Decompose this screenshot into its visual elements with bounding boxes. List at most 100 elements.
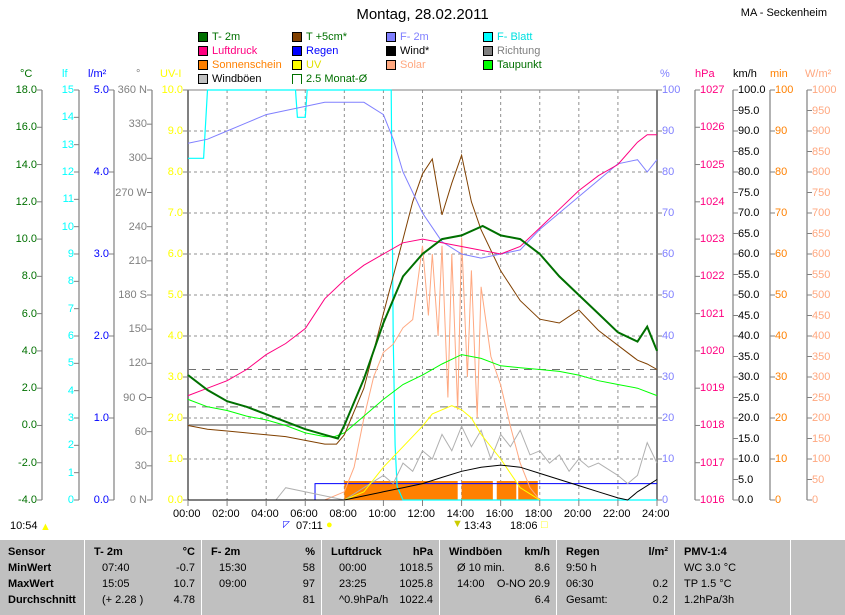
axis-tick-label: 180 S xyxy=(118,289,147,301)
axis-tick-label: 10.0 xyxy=(738,453,760,465)
axis-tick-label: 15.0 xyxy=(738,432,760,445)
axis-tick-label: 13 xyxy=(61,138,74,151)
axis-tick-label: 50 xyxy=(775,289,788,301)
axis-tick-label: 10.0 xyxy=(161,84,183,96)
axis-tick-label: 8 xyxy=(67,275,74,288)
axis-tick-label: 5.0 xyxy=(167,289,183,301)
axis-tick-label: 80 xyxy=(775,166,788,178)
axis-tick-label: 100.0 xyxy=(738,84,766,96)
axis-tick-label: 14.0 xyxy=(15,158,37,171)
series-taupunkt xyxy=(187,354,658,438)
series-f-blatt xyxy=(188,89,657,501)
legend-item: F- 2m xyxy=(386,31,429,43)
axis-tick-label: 75.0 xyxy=(738,186,760,199)
table-cell: 8.6 xyxy=(534,562,550,574)
noon-icon: ▼ xyxy=(452,518,463,530)
axis-tick-label: 1022 xyxy=(700,270,725,283)
legend-label: Regen xyxy=(306,45,339,57)
series-luftdruck xyxy=(187,134,657,397)
chart-plot xyxy=(37,89,812,506)
noon-time: 13:43 xyxy=(464,520,492,532)
axis-tick-label: 40 xyxy=(662,330,675,342)
axis-tick-label: 0.0 xyxy=(738,494,754,506)
axis-tick-label: 7 xyxy=(67,302,74,315)
legend-label: UV xyxy=(306,59,322,71)
x-tick-label: 22:00 xyxy=(602,508,631,520)
axis-tick-label: 9.0 xyxy=(167,125,183,137)
axis-tick-label: 550 xyxy=(812,268,831,281)
axis-tick-label: 10 xyxy=(775,453,788,465)
sun-icon: ▲ xyxy=(40,521,51,533)
current-time: 10:54 xyxy=(10,520,38,532)
axis-tick-label: 120 xyxy=(128,357,147,370)
table-cell: Luftdruck xyxy=(331,546,382,558)
legend-item: T +5cm* xyxy=(292,31,347,43)
axis-tick-label: 100 xyxy=(812,453,831,465)
axis-tick-label: 100 xyxy=(775,84,794,96)
axis-tick-label: 1017 xyxy=(700,456,725,469)
stats-table: Sensor MinWert MaxWert Durchschnitt T- 2m °C 0… xyxy=(0,540,845,615)
axis-tick-label: 0 xyxy=(775,494,782,506)
legend-swatch xyxy=(292,60,302,70)
table-cell: ^0.9hPa/h xyxy=(339,594,389,606)
axis-unit: lf xyxy=(62,68,68,80)
sunshine-bar xyxy=(461,481,493,500)
axis-tick-label: 18.0 xyxy=(15,84,37,96)
sunshine-bar xyxy=(344,481,458,500)
column-divider xyxy=(556,540,557,615)
legend-label: 2.5 Monat-Ø xyxy=(306,73,368,85)
axis-tick-label: 10 xyxy=(61,220,74,233)
table-cell: 15:30 xyxy=(219,562,247,574)
legend-swatch xyxy=(292,32,302,42)
sun-icon: ● xyxy=(326,519,333,531)
x-tick-label: 14:00 xyxy=(446,508,475,520)
table-cell: 58 xyxy=(302,562,315,574)
axis-tick-label: 0 xyxy=(662,494,669,506)
axis-tick-label: 80 xyxy=(662,166,675,178)
axis-tick-label: 25.0 xyxy=(738,391,760,404)
legend-swatch xyxy=(483,60,493,70)
table-cell: 14:00 xyxy=(457,578,485,590)
axis-tick-label: 50.0 xyxy=(738,289,760,301)
sunrise-icon: ◸ xyxy=(283,519,290,529)
axis-tick-label: -2.0 xyxy=(18,456,37,469)
table-cell: l/m² xyxy=(648,546,668,558)
axis-tick-label: 700 xyxy=(812,207,831,219)
axis-tick-label: 55.0 xyxy=(738,268,760,281)
legend-item: F- Blatt xyxy=(483,31,532,43)
legend-item: Sonnenschein xyxy=(198,59,282,71)
axis-tick-label: 12.0 xyxy=(15,195,37,208)
table-cell: 0.2 xyxy=(652,594,668,606)
series-uv xyxy=(344,405,541,501)
legend-swatch xyxy=(483,32,493,42)
table-cell: MinWert xyxy=(8,562,52,574)
x-tick-label: 24:00 xyxy=(642,508,670,520)
legend-item: UV xyxy=(292,59,321,71)
axis-tick-label: 3 xyxy=(67,412,74,424)
axis-tick-label: 70.0 xyxy=(738,207,760,219)
legend-label: T +5cm* xyxy=(306,31,348,43)
axis-tick-label: 3.0 xyxy=(93,248,109,260)
axis-tick-label: 200 xyxy=(812,412,831,424)
axis-tick-label: 330 xyxy=(128,118,147,131)
axis-tick-label: 1020 xyxy=(700,344,725,357)
axis-tick-label: 400 xyxy=(812,330,831,342)
legend-item: 2.5 Monat-Ø xyxy=(292,73,367,85)
axis-tick-label: 10.0 xyxy=(15,233,37,246)
x-tick-label: 00:00 xyxy=(173,508,201,520)
legend-swatch xyxy=(386,46,396,56)
axis-tick-label: 300 xyxy=(812,371,831,383)
station-name: MA - Seckenheim xyxy=(740,7,827,19)
axis-tick-label: 0.0 xyxy=(167,494,183,506)
table-cell: % xyxy=(305,546,315,558)
axis-tick-label: 0 xyxy=(67,494,74,506)
axis-tick-label: 240 xyxy=(128,220,147,233)
axis-tick-label: 0.0 xyxy=(93,494,109,506)
legend-item: T- 2m xyxy=(198,31,240,43)
axis-tick-label: 15 xyxy=(61,84,74,96)
axis-tick-label: 950 xyxy=(812,104,831,117)
x-tick-label: 20:00 xyxy=(563,508,592,520)
legend-item: Richtung xyxy=(483,45,540,57)
table-cell: 06:30 xyxy=(566,578,594,590)
axis-tick-label: 2.0 xyxy=(21,382,37,395)
